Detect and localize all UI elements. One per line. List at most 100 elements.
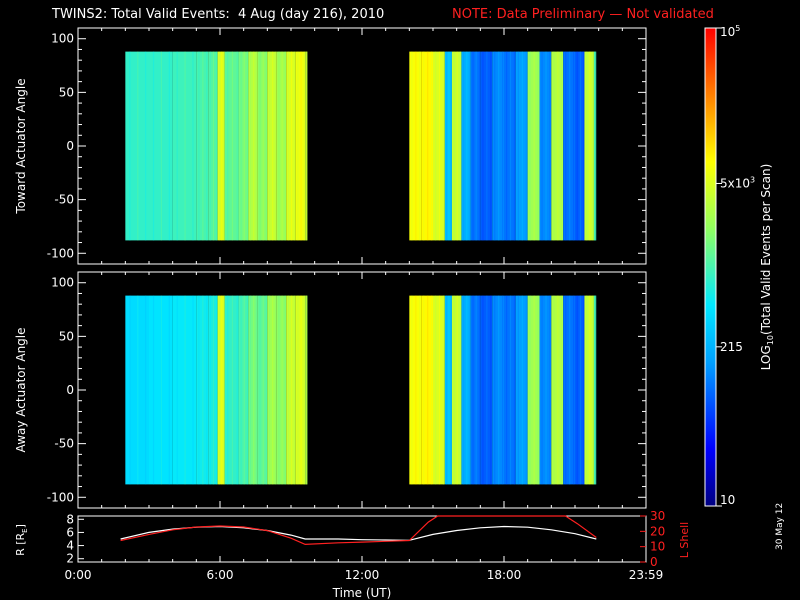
heatmap-stripe (275, 295, 277, 485)
y-tick-label: 0 (66, 139, 74, 153)
heatmap-stripe (442, 51, 445, 241)
heatmap-stripe (561, 51, 563, 241)
heatmap-stripe (434, 295, 437, 485)
heatmap-stripe (582, 295, 585, 485)
heatmap-stripe (565, 295, 567, 485)
heatmap-stripe (576, 51, 578, 241)
x-tick-label: 12:00 (345, 568, 380, 582)
r-tick-label: 6 (66, 525, 74, 539)
x-axis-label: Time (UT) (332, 586, 392, 600)
y-tick-label: 100 (51, 32, 74, 46)
heatmap-stripe (469, 295, 471, 485)
y-tick-label: 50 (59, 85, 74, 99)
heatmap-stripe (589, 51, 591, 241)
heatmap-stripe (450, 295, 452, 485)
heatmap-stripe (553, 51, 555, 241)
y-tick-label: 0 (66, 383, 74, 397)
heatmap-stripe (246, 51, 249, 241)
heatmap-stripe (472, 295, 474, 485)
heatmap-stripe (459, 295, 462, 485)
heatmap-stripe (427, 295, 429, 485)
heatmap-stripe (509, 295, 512, 485)
heatmap-stripe (423, 51, 425, 241)
heatmap-stripe (192, 295, 194, 485)
heatmap-stripe (448, 295, 450, 485)
x-tick-label: 23:59 (629, 568, 664, 582)
heatmap-stripe (284, 295, 286, 485)
heatmap-stripe (297, 295, 299, 485)
heatmap-stripe (272, 51, 274, 241)
lshell-tick-label: 0 (650, 555, 658, 569)
heatmap-stripe (533, 295, 535, 485)
heatmap-stripe (557, 51, 559, 241)
heatmap-stripe (216, 51, 218, 241)
heatmap-stripe (236, 295, 238, 485)
heatmap-stripe (206, 51, 208, 241)
date-stamp: 30 May 12 (775, 502, 785, 550)
heatmap-stripe (529, 295, 531, 485)
heatmap-stripe (478, 295, 480, 485)
heatmap-stripe (218, 51, 221, 241)
heatmap-stripe (521, 295, 523, 485)
heatmap-stripe (256, 51, 258, 241)
preliminary-note: NOTE: Data Preliminary — Not validated (452, 7, 714, 22)
heatmap-stripe (268, 295, 271, 485)
heatmap-stripe (160, 295, 163, 485)
heatmap-stripe (561, 295, 563, 485)
heatmap-stripe (246, 295, 249, 485)
heatmap-stripe (537, 51, 539, 241)
heatmap-stripe (221, 295, 223, 485)
lshell-series-line (120, 515, 597, 546)
heatmap-stripe (579, 51, 581, 241)
top-heatmap-panel: 100 50 0 -50 -100 Toward Actuator Angle (14, 27, 647, 265)
colorbar: 105 5x103 215 10 LOG10(Total Valid Events p… (704, 24, 775, 507)
heatmap-stripe (411, 51, 413, 241)
heatmap-stripe (198, 51, 200, 241)
heatmap-stripe (202, 51, 204, 241)
heatmap-stripe (589, 295, 591, 485)
heatmap-stripe (446, 295, 448, 485)
heatmap-cell (539, 295, 552, 485)
heatmap-stripe (287, 51, 290, 241)
heatmap-stripe (502, 295, 504, 485)
heatmap-stripe (137, 51, 139, 241)
heatmap-stripe (541, 51, 543, 241)
heatmap-stripe (434, 51, 437, 241)
y-tick-label: 100 (51, 276, 74, 290)
heatmap-stripe (306, 51, 308, 241)
heatmap-stripe (294, 295, 296, 485)
top-y-ticks: 100 50 0 -50 -100 (47, 28, 647, 264)
heatmap-stripe (494, 295, 496, 485)
heatmap-stripe (469, 51, 471, 241)
middle-heatmap-cells (125, 295, 597, 485)
heatmap-stripe (592, 51, 594, 241)
heatmap-stripe (521, 51, 523, 241)
heatmap-stripe (537, 295, 539, 485)
bottom-series-lines (120, 515, 597, 546)
heatmap-stripe (281, 51, 283, 241)
heatmap-cell (238, 51, 249, 241)
y-tick-label: -100 (47, 246, 74, 260)
heatmap-stripe (415, 51, 417, 241)
colorbar-tick-label: 215 (720, 340, 743, 354)
heatmap-stripe (576, 295, 578, 485)
heatmap-stripe (573, 51, 575, 241)
heatmap-stripe (586, 295, 588, 485)
heatmap-stripe (557, 295, 559, 485)
heatmap-stripe (240, 295, 242, 485)
heatmap-stripe (592, 295, 594, 485)
heatmap-stripe (549, 295, 551, 485)
heatmap-stripe (502, 51, 504, 241)
heatmap-stripe (192, 51, 194, 241)
heatmap-stripe (498, 295, 500, 485)
middle-y-ticks: 100 50 0 -50 -100 (47, 272, 647, 508)
y-tick-label: -100 (47, 490, 74, 504)
heatmap-stripe (275, 51, 277, 241)
heatmap-stripe (160, 51, 163, 241)
heatmap-stripe (209, 51, 211, 241)
heatmap-stripe (462, 295, 465, 485)
heatmap-stripe (466, 51, 468, 241)
heatmap-stripe (545, 295, 547, 485)
heatmap-stripe (453, 295, 455, 485)
